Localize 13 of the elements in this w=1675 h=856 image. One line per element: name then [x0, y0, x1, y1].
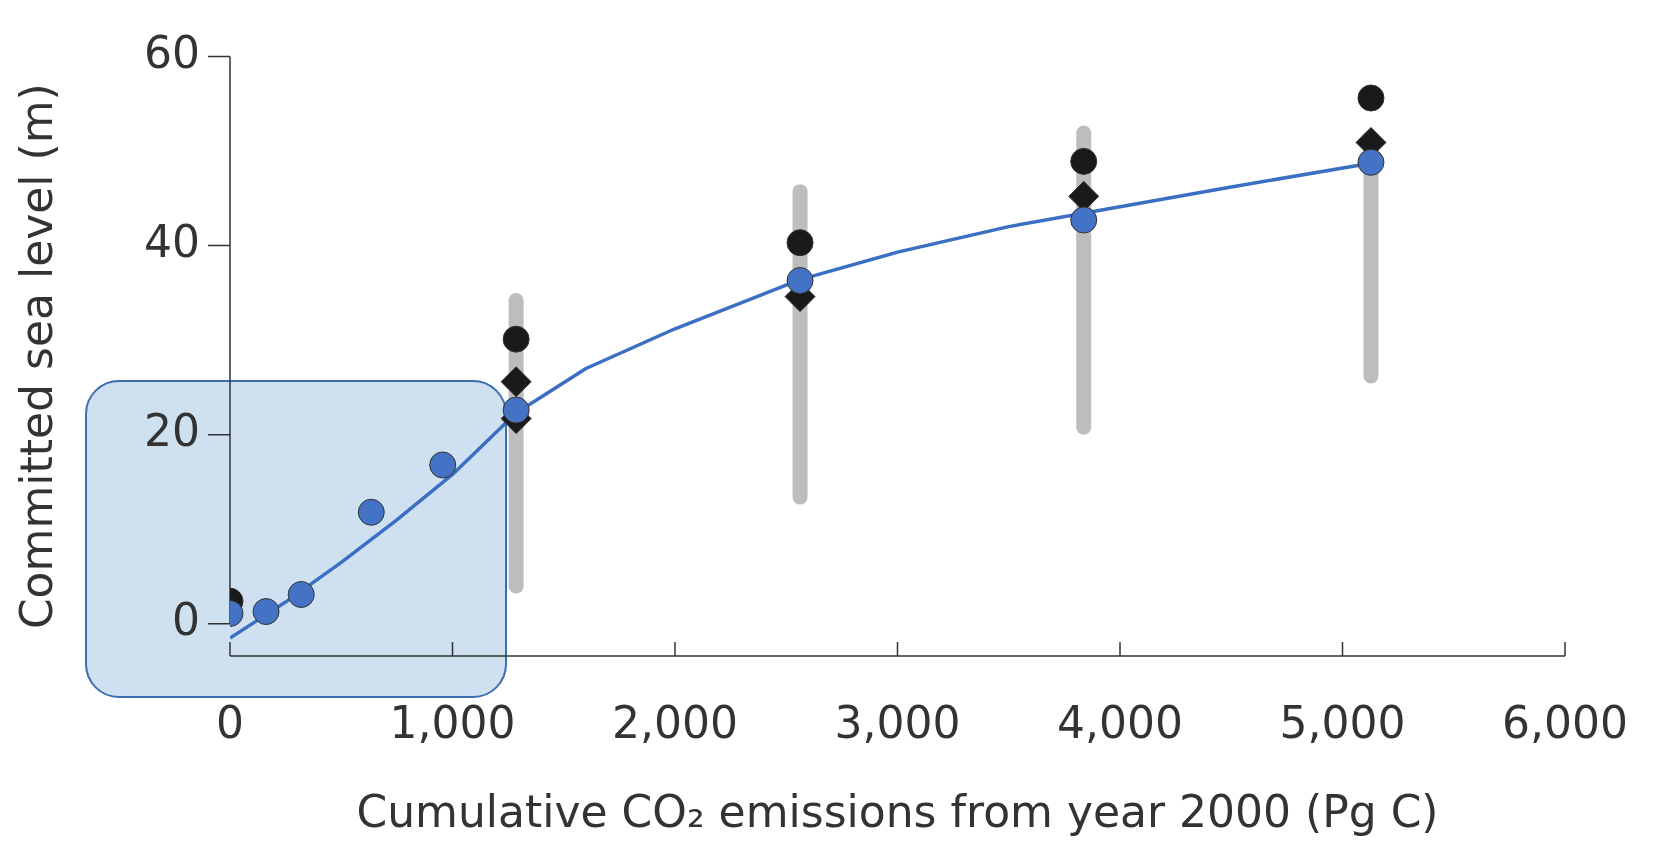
y-tick-label: 60	[144, 26, 200, 78]
y-tick-label: 20	[144, 405, 200, 457]
x-tick-label: 4,000	[1057, 696, 1183, 748]
y-tick-label: 0	[172, 594, 200, 646]
y-tick-label: 40	[144, 215, 200, 267]
x-tick-label: 0	[216, 696, 244, 748]
x-tick-label: 1,000	[389, 696, 516, 748]
x-tick-label: 5,000	[1279, 696, 1406, 748]
x-tick-label: 6,000	[1502, 696, 1628, 748]
x-tick-label: 2,000	[612, 696, 738, 748]
x-axis-title: Cumulative CO₂ emissions from year 2000 (Pg C)	[356, 786, 1439, 838]
x-tick-label: 3,000	[834, 696, 961, 748]
y-axis-title: Committed sea level (m)	[10, 83, 62, 630]
